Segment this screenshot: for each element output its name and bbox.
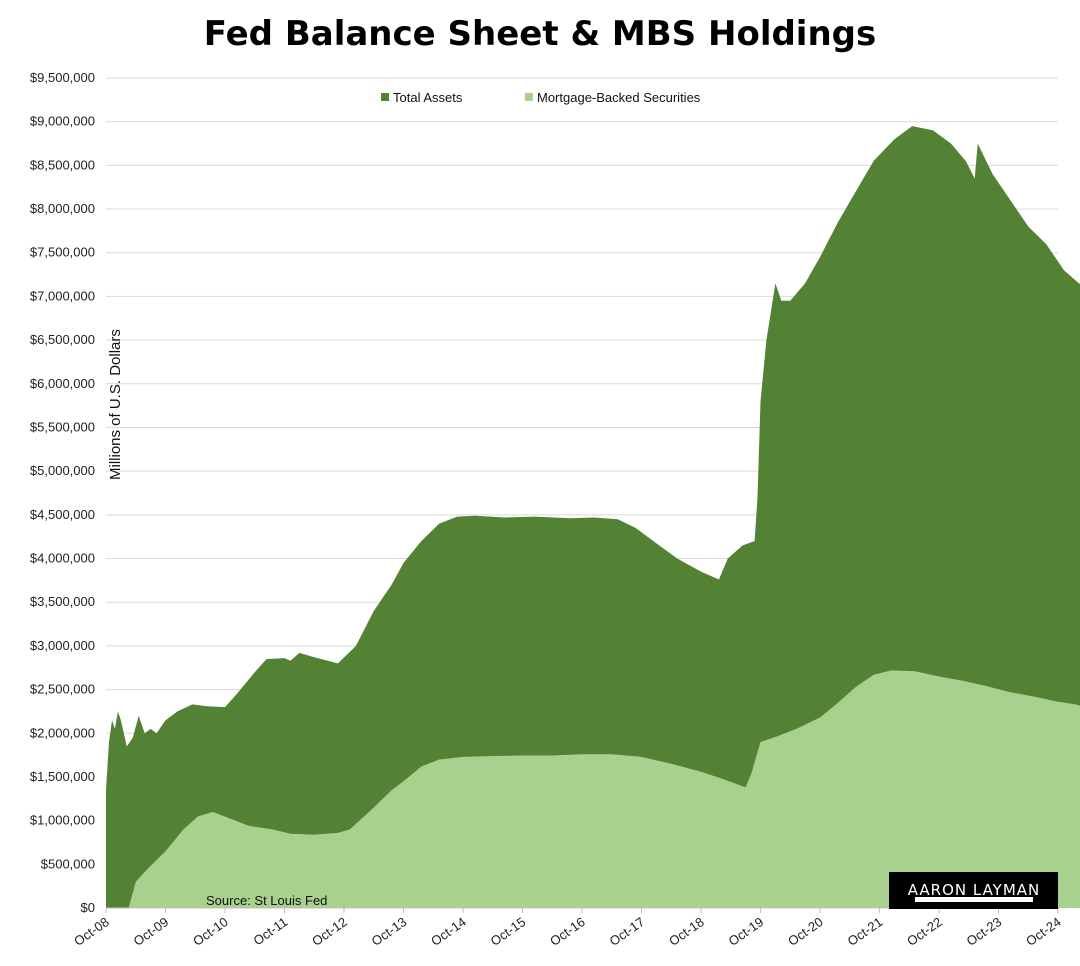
y-tick-label: $9,000,000 <box>30 114 95 129</box>
x-tick-label: Oct-17 <box>607 914 648 949</box>
legend-label-mbs: Mortgage-Backed Securities <box>537 90 701 105</box>
y-tick-label: $3,000,000 <box>30 638 95 653</box>
y-tick-label: $1,000,000 <box>30 813 95 828</box>
x-tick-label: Oct-14 <box>428 914 469 949</box>
x-tick-label: Oct-13 <box>369 914 410 949</box>
y-tick-label: $6,000,000 <box>30 376 95 391</box>
x-tick-label: Oct-24 <box>1023 914 1064 949</box>
y-axis-ticks: $0 $500,000 $1,000,000 $1,500,000 $2,000,000… <box>30 70 95 915</box>
y-tick-label: $3,500,000 <box>30 594 95 609</box>
y-tick-label: $8,000,000 <box>30 201 95 216</box>
x-tick-label: Oct-19 <box>726 914 767 949</box>
watermark-text: AARON LAYMAN <box>908 881 1041 899</box>
legend-label-total-assets: Total Assets <box>393 90 463 105</box>
y-tick-label: $2,500,000 <box>30 682 95 697</box>
x-tick-label: Oct-23 <box>964 914 1005 949</box>
y-tick-label: $7,500,000 <box>30 245 95 260</box>
legend-swatch-mbs <box>525 93 533 101</box>
x-tick-label: Oct-15 <box>488 914 529 949</box>
y-tick-label: $9,500,000 <box>30 70 95 85</box>
y-tick-label: $5,500,000 <box>30 419 95 434</box>
x-tick-label: Oct-18 <box>666 914 707 949</box>
y-tick-label: $5,000,000 <box>30 463 95 478</box>
x-tick-label: Oct-22 <box>904 914 945 949</box>
y-tick-label: $4,000,000 <box>30 551 95 566</box>
source-annotation: Source: St Louis Fed <box>206 893 327 908</box>
y-tick-label: $7,000,000 <box>30 288 95 303</box>
x-tick-label: Oct-11 <box>250 914 290 948</box>
watermark-logo: AARON LAYMAN <box>889 872 1058 909</box>
x-tick-label: Oct-20 <box>785 914 826 949</box>
x-tick-label: Oct-12 <box>309 914 350 949</box>
x-tick-label: Oct-08 <box>71 914 112 949</box>
plot-areas <box>106 126 1080 909</box>
x-tick-label: Oct-21 <box>845 914 886 949</box>
x-tick-label: Oct-16 <box>547 914 588 949</box>
x-tick-label: Oct-10 <box>190 914 231 949</box>
x-tick-label: Oct-09 <box>131 914 172 949</box>
y-tick-label: $0 <box>81 900 95 915</box>
y-tick-label: $4,500,000 <box>30 507 95 522</box>
chart-title: Fed Balance Sheet & MBS Holdings <box>203 14 877 54</box>
area-mortgage-backed-securities <box>106 670 1080 908</box>
x-axis-ticks: Oct-08 Oct-09 Oct-10 Oct-11 Oct-12 Oct-13 Oct-… <box>71 908 1064 949</box>
y-tick-label: $6,500,000 <box>30 332 95 347</box>
y-tick-label: $1,500,000 <box>30 769 95 784</box>
legend: Total Assets Mortgage-Backed Securities <box>381 90 701 105</box>
y-axis-label: Millions of U.S. Dollars <box>107 329 124 480</box>
y-tick-label: $8,500,000 <box>30 157 95 172</box>
y-tick-label: $500,000 <box>41 856 95 871</box>
y-tick-label: $2,000,000 <box>30 725 95 740</box>
legend-swatch-total-assets <box>381 93 389 101</box>
